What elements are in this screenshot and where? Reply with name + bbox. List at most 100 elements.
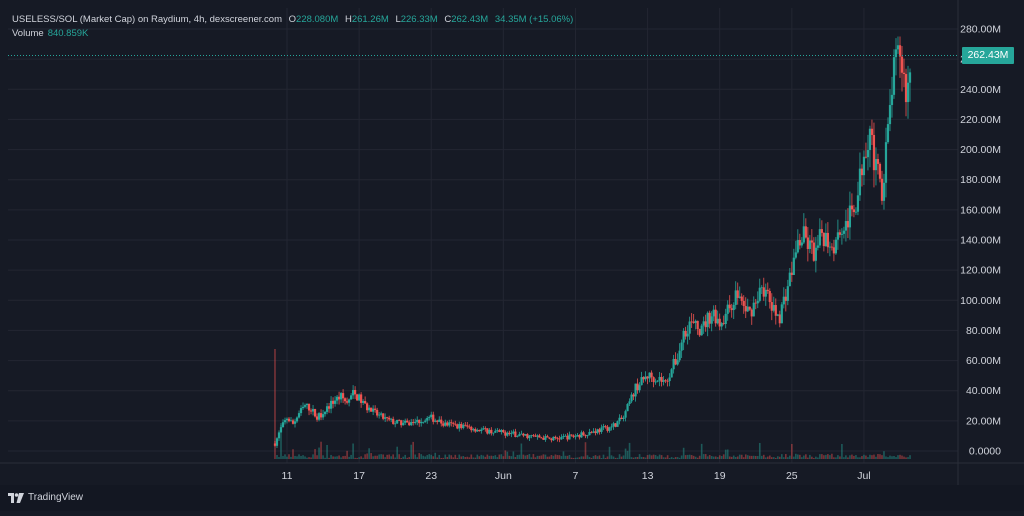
volume-bar bbox=[484, 456, 487, 459]
candle-body bbox=[820, 229, 823, 233]
volume-bar bbox=[642, 457, 645, 459]
candle-body bbox=[388, 417, 391, 420]
volume-bar bbox=[865, 455, 867, 459]
candle-body bbox=[702, 321, 705, 326]
volume-bar bbox=[728, 456, 731, 459]
candle-body bbox=[908, 72, 912, 83]
volume-bar bbox=[336, 456, 338, 459]
candle-body bbox=[790, 272, 793, 275]
close-label: C bbox=[444, 14, 452, 25]
symbol-title: USELESS/SOL (Market Cap) on Raydium, 4h,… bbox=[12, 14, 282, 25]
candle-body bbox=[337, 396, 341, 400]
candle-body bbox=[744, 306, 747, 312]
candle-body bbox=[728, 304, 731, 309]
volume-bar bbox=[380, 454, 382, 459]
y-tick-label: 280.00M bbox=[960, 24, 1001, 36]
tradingview-logo-icon bbox=[8, 492, 24, 503]
candle-body bbox=[364, 401, 367, 404]
candle-body bbox=[828, 246, 831, 248]
candle-body bbox=[642, 377, 645, 380]
candle-body bbox=[810, 240, 813, 243]
volume-bar bbox=[879, 454, 881, 459]
candle-body bbox=[313, 408, 317, 417]
y-tick-label: 240.00M bbox=[960, 84, 1001, 96]
volume-bar bbox=[584, 442, 587, 459]
candle-body bbox=[748, 306, 751, 310]
candle-body bbox=[708, 312, 711, 324]
candle-body bbox=[740, 296, 743, 301]
candle-body bbox=[358, 394, 361, 401]
y-tick-label: 140.00M bbox=[960, 235, 1001, 247]
candle-body bbox=[710, 316, 713, 324]
volume-bar bbox=[716, 457, 719, 459]
volume-bar bbox=[823, 455, 825, 459]
candle-body bbox=[516, 436, 519, 437]
candle-body bbox=[482, 428, 485, 430]
candle-body bbox=[390, 418, 393, 420]
volume-bar bbox=[352, 443, 354, 459]
candle-body bbox=[606, 426, 609, 431]
volume-bar bbox=[598, 455, 601, 459]
candle-body bbox=[676, 360, 679, 365]
volume-bar bbox=[638, 454, 641, 459]
candle-body bbox=[426, 417, 429, 421]
volume-bar bbox=[809, 454, 811, 459]
volume-bar bbox=[734, 456, 737, 459]
candle-body bbox=[500, 429, 503, 433]
footer-bar bbox=[0, 485, 1024, 511]
tradingview-branding[interactable]: TradingView bbox=[8, 492, 83, 503]
volume-bar bbox=[414, 454, 417, 459]
volume-bar bbox=[518, 454, 521, 459]
candle-body bbox=[440, 419, 443, 424]
candle-body bbox=[608, 427, 611, 431]
candle-body bbox=[622, 417, 625, 419]
y-tick-label: 20.00M bbox=[966, 415, 1001, 427]
x-tick-label: Jul bbox=[857, 470, 870, 482]
candle-body bbox=[884, 142, 888, 183]
candle-body bbox=[345, 401, 349, 403]
volume-bar bbox=[895, 457, 897, 459]
candle-body bbox=[329, 400, 333, 409]
volume-bar bbox=[783, 457, 785, 459]
volume-bar bbox=[714, 456, 717, 459]
volume-bar bbox=[372, 456, 374, 459]
volume-bar bbox=[438, 454, 441, 459]
candle-body bbox=[902, 72, 906, 75]
volume-bar bbox=[590, 457, 593, 459]
candle-body bbox=[644, 376, 647, 380]
volume-bar bbox=[300, 455, 302, 459]
volume-bar bbox=[588, 457, 591, 459]
candle-body bbox=[518, 434, 521, 437]
candle-body bbox=[842, 230, 846, 234]
volume-bar bbox=[492, 455, 495, 459]
x-tick-label: 23 bbox=[425, 470, 437, 482]
volume-bar bbox=[450, 455, 453, 459]
volume-bar bbox=[548, 456, 551, 459]
candle-body bbox=[568, 434, 571, 440]
volume-bar bbox=[306, 457, 308, 459]
candle-body bbox=[526, 434, 529, 439]
volume-bar bbox=[839, 456, 841, 459]
candle-body bbox=[666, 380, 669, 382]
volume-bar bbox=[835, 457, 837, 459]
volume-bar bbox=[903, 456, 905, 459]
volume-bar bbox=[360, 456, 362, 459]
volume-bar bbox=[452, 457, 455, 459]
candle-body bbox=[570, 434, 573, 436]
candle-body bbox=[886, 124, 890, 143]
candle-body bbox=[864, 156, 868, 158]
volume-bar bbox=[578, 457, 581, 459]
candle-body bbox=[624, 411, 627, 418]
volume-bar bbox=[410, 444, 413, 459]
candle-body bbox=[538, 435, 541, 438]
volume-bar bbox=[664, 457, 667, 459]
candle-body bbox=[285, 418, 289, 421]
candle-body bbox=[726, 304, 729, 314]
volume-bar bbox=[752, 455, 755, 459]
candle-body bbox=[650, 372, 653, 378]
candle-body bbox=[876, 159, 880, 164]
volume-bar bbox=[368, 448, 370, 459]
volume-bar bbox=[446, 456, 449, 459]
